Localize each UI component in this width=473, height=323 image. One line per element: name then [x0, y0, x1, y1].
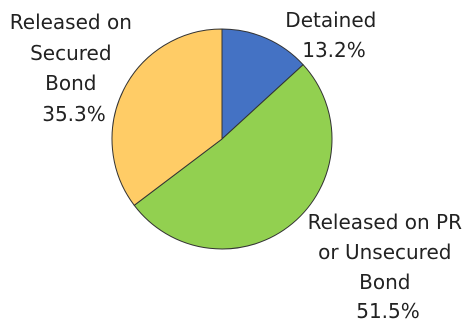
pie-slice-detained	[221, 28, 304, 141]
label-released-secured-line-3: Bond	[45, 71, 96, 95]
label-detained-line-2: 13.2%	[302, 38, 366, 62]
label-detained: Detained 13.2%	[285, 8, 382, 62]
label-released-pr-line-1: Released on PR	[308, 210, 463, 234]
pie-slice-released-on-secured-bond	[111, 28, 223, 207]
pie-slices	[111, 28, 333, 250]
label-detained-line-1: Detained	[285, 8, 376, 32]
label-released-pr-line-3: Bond	[359, 270, 410, 294]
label-released-secured: Released on Secured Bond 35.3%	[10, 10, 138, 126]
label-released-secured-line-2: Secured	[30, 41, 111, 65]
label-released-secured-line-4: 35.3%	[42, 102, 106, 126]
label-released-pr: Released on PR or Unsecured Bond 51.5%	[308, 210, 469, 323]
pie-slice-released-on-pr-or-unsecured-bond	[133, 64, 333, 250]
label-released-secured-line-1: Released on	[10, 10, 132, 34]
label-released-pr-line-4: 51.5%	[356, 299, 420, 323]
label-released-pr-line-2: or Unsecured	[318, 240, 451, 264]
